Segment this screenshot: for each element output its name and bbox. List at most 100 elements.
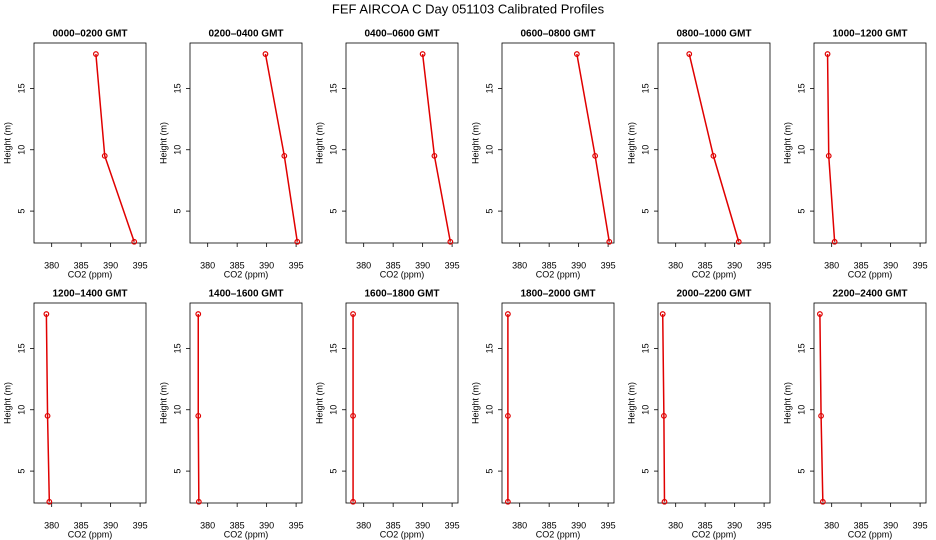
profile-point (350, 498, 356, 505)
profile-point (101, 152, 108, 159)
profile-point (686, 51, 693, 57)
x-tick-label: 385 (386, 260, 401, 270)
y-tick-label: 15 (16, 83, 26, 93)
profile-point (195, 311, 202, 317)
panel-title: 1400–1600 GMT (208, 289, 283, 300)
x-tick-label: 380 (668, 520, 683, 530)
y-tick-label: 15 (172, 83, 182, 93)
x-tick-label: 380 (824, 260, 839, 270)
plot-frame (657, 302, 771, 504)
x-axis-label: CO2 (ppm) (224, 269, 269, 279)
y-tick-label: 10 (640, 405, 650, 415)
x-axis-label: CO2 (ppm) (68, 529, 113, 539)
x-axis-label: CO2 (ppm) (380, 529, 425, 539)
y-tick-label: 10 (172, 405, 182, 415)
y-tick-label: 5 (172, 469, 182, 474)
x-tick-label: 395 (289, 260, 304, 270)
x-tick-label: 380 (200, 260, 215, 270)
y-tick-label: 10 (328, 405, 338, 415)
profile-point (294, 238, 301, 245)
y-axis-label: Height (m) (626, 382, 636, 424)
panel-title: 1800–2000 GMT (520, 289, 595, 300)
y-tick-label: 5 (640, 469, 650, 474)
y-axis-label: Height (m) (626, 122, 636, 164)
profile-point (735, 238, 742, 245)
x-tick-label: 380 (44, 260, 59, 270)
panel-title: 1200–1400 GMT (52, 289, 127, 300)
y-tick-label: 10 (484, 405, 494, 415)
y-tick-label: 5 (16, 209, 26, 214)
plot-frame (189, 302, 303, 504)
profile-point (281, 152, 288, 159)
profile-point (660, 412, 667, 419)
profile-point (92, 51, 99, 57)
profile-point (350, 311, 356, 317)
x-tick-label: 380 (200, 520, 215, 530)
profile-point (504, 311, 511, 317)
profile-point (195, 412, 202, 419)
x-tick-label: 380 (356, 520, 371, 530)
y-tick-label: 10 (328, 145, 338, 155)
profile-line (576, 53, 611, 242)
profile-line (95, 53, 135, 243)
x-tick-label: 395 (133, 520, 148, 530)
panel-title: 2200–2400 GMT (832, 289, 907, 300)
x-tick-label: 395 (757, 260, 772, 270)
x-tick-label: 395 (289, 520, 304, 530)
x-axis-label: CO2 (ppm) (536, 269, 581, 279)
profile-point (46, 498, 53, 505)
profile-line (688, 53, 740, 242)
x-axis-label: CO2 (ppm) (224, 529, 269, 539)
x-axis-label: CO2 (ppm) (848, 529, 893, 539)
y-axis-label: Height (m) (158, 382, 168, 424)
y-axis-label: Height (m) (782, 382, 792, 424)
y-tick-label: 10 (16, 405, 26, 415)
y-tick-label: 5 (328, 469, 338, 474)
profile-line (197, 314, 200, 502)
panel-title: 2000–2200 GMT (676, 289, 751, 300)
y-tick-label: 10 (172, 145, 182, 155)
y-tick-label: 10 (796, 405, 806, 415)
profile-point (824, 51, 831, 57)
x-tick-label: 395 (601, 260, 616, 270)
profile-point (44, 412, 51, 419)
y-tick-label: 15 (796, 343, 806, 353)
x-tick-label: 390 (259, 260, 274, 270)
x-tick-label: 385 (386, 520, 401, 530)
panel-title: 1000–1200 GMT (832, 29, 907, 40)
profile-point (831, 238, 838, 245)
profile-point (43, 311, 50, 317)
profile-point (195, 498, 202, 505)
x-tick-label: 390 (883, 520, 898, 530)
x-tick-label: 385 (542, 520, 557, 530)
x-tick-label: 385 (74, 260, 89, 270)
panel-title: 1600–1800 GMT (364, 289, 439, 300)
panel-title: 0600–0800 GMT (520, 29, 595, 40)
x-axis-label: CO2 (ppm) (848, 269, 893, 279)
panel-title: 0200–0400 GMT (208, 29, 283, 40)
y-tick-label: 10 (16, 145, 26, 155)
y-tick-label: 5 (328, 209, 338, 214)
y-axis-label: Height (m) (158, 122, 168, 164)
plot-frame (345, 302, 459, 504)
y-tick-label: 15 (328, 343, 338, 353)
x-tick-label: 385 (542, 260, 557, 270)
x-tick-label: 380 (512, 520, 527, 530)
x-tick-label: 390 (103, 520, 118, 530)
y-tick-label: 15 (484, 83, 494, 93)
profile-point (818, 412, 824, 419)
x-tick-label: 385 (74, 520, 89, 530)
x-tick-label: 395 (133, 260, 148, 270)
profile-point (819, 498, 826, 505)
plot-frame (501, 302, 615, 504)
profile-point (592, 152, 599, 159)
x-tick-label: 385 (230, 520, 245, 530)
plot-frame (345, 42, 459, 244)
x-tick-label: 395 (601, 520, 616, 530)
plot-frame (813, 42, 927, 244)
profile-point (350, 412, 356, 419)
profile-point (504, 498, 511, 505)
x-axis-label: CO2 (ppm) (536, 529, 581, 539)
y-axis-label: Height (m) (314, 382, 324, 424)
x-tick-label: 385 (854, 520, 869, 530)
